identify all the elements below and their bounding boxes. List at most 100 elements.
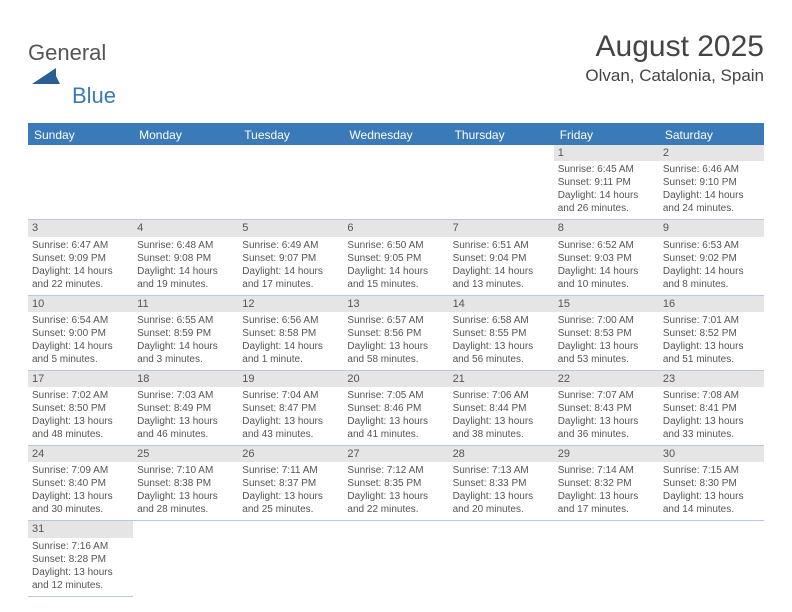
calendar-day: 17Sunrise: 7:02 AMSunset: 8:50 PMDayligh… — [28, 370, 133, 445]
sunset-text: Sunset: 8:47 PM — [242, 402, 339, 415]
day-number: 4 — [133, 220, 238, 236]
day-number: 25 — [133, 446, 238, 462]
calendar-day — [238, 521, 343, 596]
sunset-text: Sunset: 8:55 PM — [453, 327, 550, 340]
logo-sail-icon — [32, 66, 60, 89]
calendar-day: 10Sunrise: 6:54 AMSunset: 9:00 PMDayligh… — [28, 295, 133, 370]
calendar-day: 28Sunrise: 7:13 AMSunset: 8:33 PMDayligh… — [449, 446, 554, 521]
calendar-day: 6Sunrise: 6:50 AMSunset: 9:05 PMDaylight… — [343, 220, 448, 295]
calendar-day — [238, 145, 343, 220]
daylight-text: Daylight: 13 hours and 46 minutes. — [137, 415, 234, 441]
daylight-text: Daylight: 13 hours and 38 minutes. — [453, 415, 550, 441]
sunrise-text: Sunrise: 6:54 AM — [32, 314, 129, 327]
calendar-day: 2Sunrise: 6:46 AMSunset: 9:10 PMDaylight… — [659, 145, 764, 220]
sunset-text: Sunset: 8:44 PM — [453, 402, 550, 415]
sunrise-text: Sunrise: 6:52 AM — [558, 239, 655, 252]
logo-text-general: General — [28, 40, 116, 66]
sunrise-text: Sunrise: 7:10 AM — [137, 464, 234, 477]
calendar-week: 24Sunrise: 7:09 AMSunset: 8:40 PMDayligh… — [28, 446, 764, 521]
calendar-head: Sunday Monday Tuesday Wednesday Thursday… — [28, 124, 764, 145]
calendar-day: 23Sunrise: 7:08 AMSunset: 8:41 PMDayligh… — [659, 370, 764, 445]
sunrise-text: Sunrise: 7:06 AM — [453, 389, 550, 402]
calendar-day — [554, 521, 659, 596]
calendar-day: 24Sunrise: 7:09 AMSunset: 8:40 PMDayligh… — [28, 446, 133, 521]
calendar-day: 14Sunrise: 6:58 AMSunset: 8:55 PMDayligh… — [449, 295, 554, 370]
daylight-text: Daylight: 14 hours and 3 minutes. — [137, 340, 234, 366]
daylight-text: Daylight: 13 hours and 53 minutes. — [558, 340, 655, 366]
sunrise-text: Sunrise: 7:13 AM — [453, 464, 550, 477]
sunset-text: Sunset: 8:43 PM — [558, 402, 655, 415]
calendar-day — [449, 521, 554, 596]
daylight-text: Daylight: 14 hours and 17 minutes. — [242, 265, 339, 291]
col-monday: Monday — [133, 124, 238, 145]
calendar-week: 17Sunrise: 7:02 AMSunset: 8:50 PMDayligh… — [28, 370, 764, 445]
sunset-text: Sunset: 8:50 PM — [32, 402, 129, 415]
daylight-text: Daylight: 14 hours and 8 minutes. — [663, 265, 760, 291]
daylight-text: Daylight: 13 hours and 41 minutes. — [347, 415, 444, 441]
sunset-text: Sunset: 8:52 PM — [663, 327, 760, 340]
sunrise-text: Sunrise: 7:03 AM — [137, 389, 234, 402]
day-number: 5 — [238, 220, 343, 236]
calendar-day: 22Sunrise: 7:07 AMSunset: 8:43 PMDayligh… — [554, 370, 659, 445]
location-text: Olvan, Catalonia, Spain — [585, 66, 764, 86]
day-number: 2 — [659, 145, 764, 161]
sunrise-text: Sunrise: 7:08 AM — [663, 389, 760, 402]
daylight-text: Daylight: 14 hours and 24 minutes. — [663, 189, 760, 215]
daylight-text: Daylight: 13 hours and 30 minutes. — [32, 490, 129, 516]
day-number: 13 — [343, 296, 448, 312]
sunset-text: Sunset: 8:32 PM — [558, 477, 655, 490]
sunrise-text: Sunrise: 7:01 AM — [663, 314, 760, 327]
day-number: 11 — [133, 296, 238, 312]
calendar-day: 30 Sunrise: 7:15 AMSunset: 8:30 PMDayligh… — [659, 446, 764, 521]
sunset-text: Sunset: 9:02 PM — [663, 252, 760, 265]
sunrise-text: Sunrise: 7:15 AM — [663, 464, 760, 477]
day-number: 19 — [238, 371, 343, 387]
calendar-day — [28, 145, 133, 220]
col-thursday: Thursday — [449, 124, 554, 145]
sunset-text: Sunset: 8:28 PM — [32, 553, 129, 566]
sunrise-text: Sunrise: 6:58 AM — [453, 314, 550, 327]
sunrise-text: Sunrise: 7:09 AM — [32, 464, 129, 477]
calendar-day: 12Sunrise: 6:56 AMSunset: 8:58 PMDayligh… — [238, 295, 343, 370]
calendar-body: 1Sunrise: 6:45 AMSunset: 9:11 PMDaylight… — [28, 145, 764, 596]
calendar-day: 11Sunrise: 6:55 AMSunset: 8:59 PMDayligh… — [133, 295, 238, 370]
sunrise-text: Sunrise: 6:56 AM — [242, 314, 339, 327]
sunrise-text: Sunrise: 7:12 AM — [347, 464, 444, 477]
daylight-text: Daylight: 13 hours and 58 minutes. — [347, 340, 444, 366]
sunset-text: Sunset: 9:10 PM — [663, 176, 760, 189]
day-number: 8 — [554, 220, 659, 236]
sunset-text: Sunset: 8:58 PM — [242, 327, 339, 340]
daylight-text: Daylight: 14 hours and 1 minute. — [242, 340, 339, 366]
day-number: 21 — [449, 371, 554, 387]
logo-text-blue: Blue — [72, 83, 116, 109]
daylight-text: Daylight: 13 hours and 36 minutes. — [558, 415, 655, 441]
daylight-text: Daylight: 14 hours and 10 minutes. — [558, 265, 655, 291]
page-header: General Blue August 2025 Olvan, Cataloni… — [28, 30, 764, 109]
day-number: 15 — [554, 296, 659, 312]
day-number: 24 — [28, 446, 133, 462]
sunset-text: Sunset: 8:30 PM — [663, 477, 760, 490]
calendar-day: 20Sunrise: 7:05 AMSunset: 8:46 PMDayligh… — [343, 370, 448, 445]
calendar-day — [343, 521, 448, 596]
col-saturday: Saturday — [659, 124, 764, 145]
daylight-text: Daylight: 13 hours and 17 minutes. — [558, 490, 655, 516]
calendar-table: Sunday Monday Tuesday Wednesday Thursday… — [28, 123, 764, 597]
daylight-text: Daylight: 13 hours and 14 minutes. — [663, 490, 760, 516]
sunset-text: Sunset: 9:09 PM — [32, 252, 129, 265]
calendar-day: 29Sunrise: 7:14 AMSunset: 8:32 PMDayligh… — [554, 446, 659, 521]
calendar-day: 9Sunrise: 6:53 AMSunset: 9:02 PMDaylight… — [659, 220, 764, 295]
calendar-day: 16Sunrise: 7:01 AMSunset: 8:52 PMDayligh… — [659, 295, 764, 370]
sunset-text: Sunset: 9:11 PM — [558, 176, 655, 189]
sunrise-text: Sunrise: 7:05 AM — [347, 389, 444, 402]
sunset-text: Sunset: 8:41 PM — [663, 402, 760, 415]
sunrise-text: Sunrise: 6:48 AM — [137, 239, 234, 252]
daylight-text: Daylight: 13 hours and 12 minutes. — [32, 566, 129, 592]
month-title: August 2025 — [585, 30, 764, 64]
day-number: 30 — [659, 446, 764, 462]
day-number: 9 — [659, 220, 764, 236]
sunrise-text: Sunrise: 6:55 AM — [137, 314, 234, 327]
day-number: 26 — [238, 446, 343, 462]
calendar-day: 21 Sunrise: 7:06 AMSunset: 8:44 PMDayligh… — [449, 370, 554, 445]
calendar-week: 10Sunrise: 6:54 AMSunset: 9:00 PMDayligh… — [28, 295, 764, 370]
calendar-day: 3Sunrise: 6:47 AMSunset: 9:09 PMDaylight… — [28, 220, 133, 295]
